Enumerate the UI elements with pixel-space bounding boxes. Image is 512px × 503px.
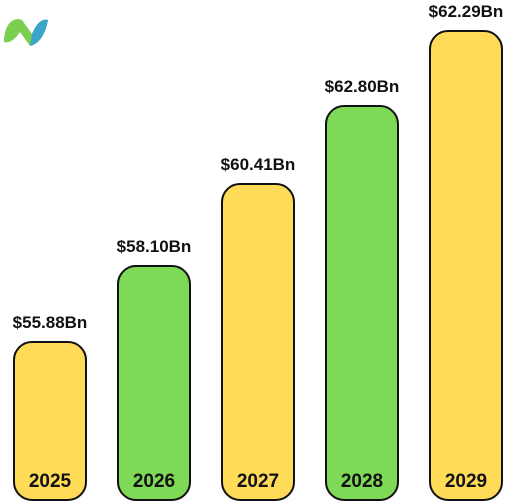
category-label-2027: 2027 — [237, 471, 279, 492]
bar-2028 — [325, 105, 399, 501]
bar-2026 — [117, 265, 191, 501]
bar-2027 — [221, 183, 295, 501]
value-label-2027: $60.41Bn — [221, 155, 296, 174]
category-label-2026: 2026 — [133, 471, 175, 492]
category-label-2025: 2025 — [29, 471, 72, 492]
bar-2029 — [429, 30, 503, 501]
category-label-2029: 2029 — [445, 471, 487, 492]
logo — [4, 19, 48, 46]
value-label-2025: $55.88Bn — [13, 313, 88, 332]
bar-2025 — [13, 341, 87, 501]
leaf-n-logo-accent-icon — [30, 19, 48, 46]
value-label-2026: $58.10Bn — [117, 237, 192, 256]
value-label-2029: $62.29Bn — [429, 2, 504, 21]
value-label-2028: $62.80Bn — [325, 77, 400, 96]
bars-group: $55.88Bn 2025 $58.10Bn 2026 $60.41Bn 2027 $62.… — [13, 2, 504, 501]
category-label-2028: 2028 — [341, 471, 383, 492]
